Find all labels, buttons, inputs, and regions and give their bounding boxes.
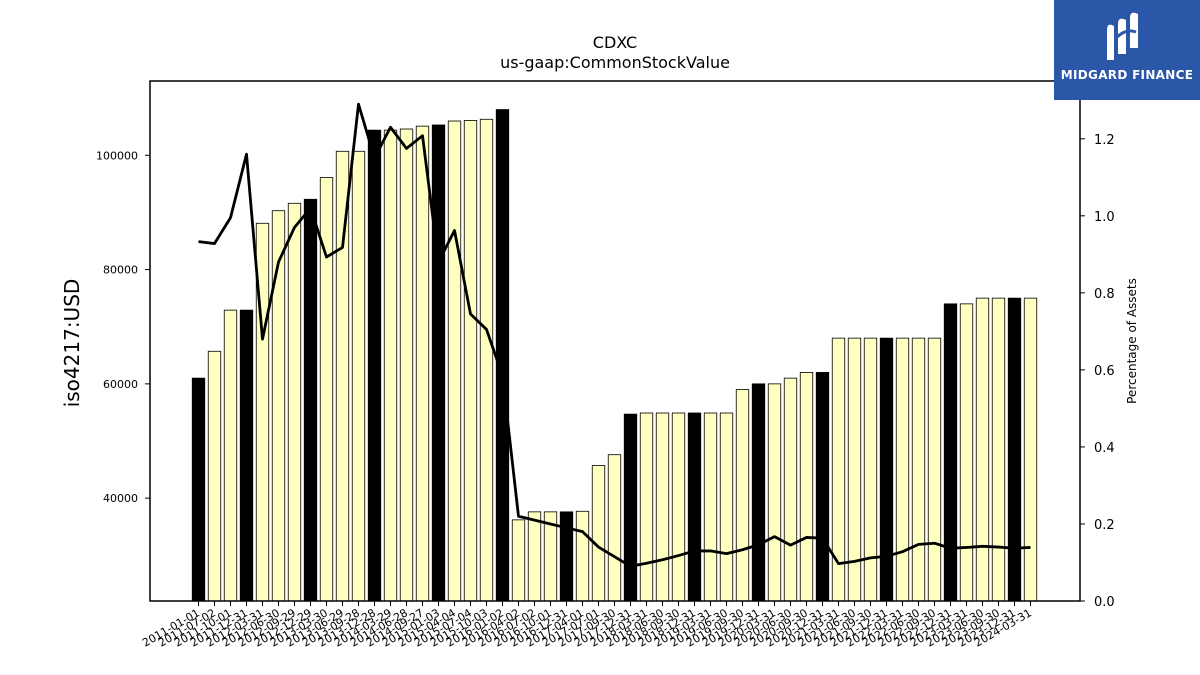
bar-2018-09-30 [671,412,686,602]
line-series [198,102,1031,568]
chart-subtitle: us-gaap:CommonStockValue [500,53,730,72]
bar-2017-07-01 [591,465,606,602]
bar-2023-03-31 [959,303,974,602]
bar-2016-04-02 [511,519,526,602]
bar-2022-06-30 [911,337,926,602]
bar-2017-09-30 [607,454,622,602]
y2-tick-label: 1.2 [1094,133,1115,148]
bar-2022-03-31 [895,337,910,602]
bar-2012-09-29 [287,202,302,602]
bar-2021-09-30 [863,337,878,602]
bar-2014-03-29 [383,129,398,602]
bar-2020-09-30 [799,372,814,602]
y2-tick-label: 0.0 [1094,595,1115,610]
y-tick-label: 60000 [103,378,138,391]
bar-2023-09-30 [991,297,1006,602]
bar-2015-04-04 [447,120,462,602]
bar-2023-12-31 [1007,297,1022,602]
percentage-line [198,102,1031,568]
bar-2011-10-01 [223,309,238,602]
bar-2022-09-30 [927,337,942,602]
midgard-logo-icon [1107,12,1138,61]
bar-2018-12-31 [687,412,702,602]
bar-2017-04-01 [575,510,590,602]
y-tick-label: 100000 [96,149,138,162]
bar-2020-03-31 [767,383,782,602]
y-axis-ticks: 40000 60000 80000 100000 [96,149,150,505]
bar-2015-10-03 [479,118,494,602]
x-axis-ticks: 2011-01-012011-07-022011-10-012011-12-31… [140,601,1034,650]
bar-2024-03-31 [1023,297,1038,602]
bar-2019-12-31 [751,383,766,602]
bar-2013-09-28 [351,150,366,602]
y2-axis-label: Percentage of Assets [1125,278,1139,404]
bar-2018-03-31 [639,412,654,602]
bar-2022-12-31 [943,303,958,602]
bar-2011-01-01 [191,377,206,602]
bar-2018-06-30 [655,412,670,602]
bar-2017-12-31 [623,413,638,602]
bar-2014-09-27 [415,125,430,602]
bar-2016-01-02 [495,109,510,602]
logo-text: MIDGARD FINANCE [1060,68,1194,82]
bar-2019-06-30 [719,412,734,602]
bar-2019-03-31 [703,412,718,602]
bar-2016-07-02 [527,511,542,602]
bar-2013-12-28 [367,129,382,602]
bar-2020-12-31 [815,372,830,602]
y2-tick-label: 0.8 [1094,287,1115,302]
bar-2021-12-31 [879,337,894,602]
y2-tick-label: 1.0 [1094,210,1115,225]
bar-2020-06-30 [783,377,798,602]
y-tick-label: 80000 [103,264,138,277]
bar-series [191,109,1038,602]
bar-2019-09-30 [735,389,750,602]
y2-tick-label: 0.6 [1094,364,1115,379]
bar-2012-12-29 [303,198,318,602]
bar-2015-07-04 [463,120,478,602]
y-axis-label: iso4217:USD [60,279,84,408]
bar-2011-12-31 [239,309,254,602]
y-tick-label: 40000 [103,492,138,505]
chart-title: CDXC [593,33,637,52]
bar-2014-06-28 [399,128,414,602]
y2-tick-label: 0.2 [1094,518,1115,533]
bar-2012-06-30 [271,210,286,602]
bar-2011-07-02 [207,350,222,602]
y2-tick-label: 0.4 [1094,441,1115,456]
bar-2015-01-03 [431,124,446,602]
y2-axis-ticks: 0.0 0.2 0.4 0.6 0.8 1.0 1.2 [1080,133,1115,610]
bar-2023-06-30 [975,297,990,602]
brand-logo: MIDGARD FINANCE [1054,0,1200,100]
bar-2016-12-31 [559,511,574,602]
